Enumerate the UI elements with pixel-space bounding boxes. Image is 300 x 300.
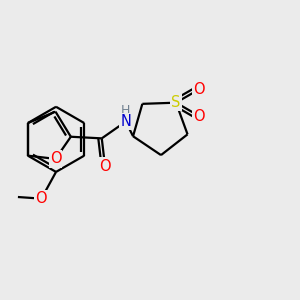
Text: O: O (36, 191, 47, 206)
Text: O: O (50, 152, 61, 166)
Text: O: O (99, 159, 111, 174)
Text: S: S (171, 95, 181, 110)
Text: O: O (193, 109, 205, 124)
Text: O: O (193, 82, 205, 97)
Text: H: H (121, 104, 130, 117)
Text: N: N (120, 114, 131, 129)
